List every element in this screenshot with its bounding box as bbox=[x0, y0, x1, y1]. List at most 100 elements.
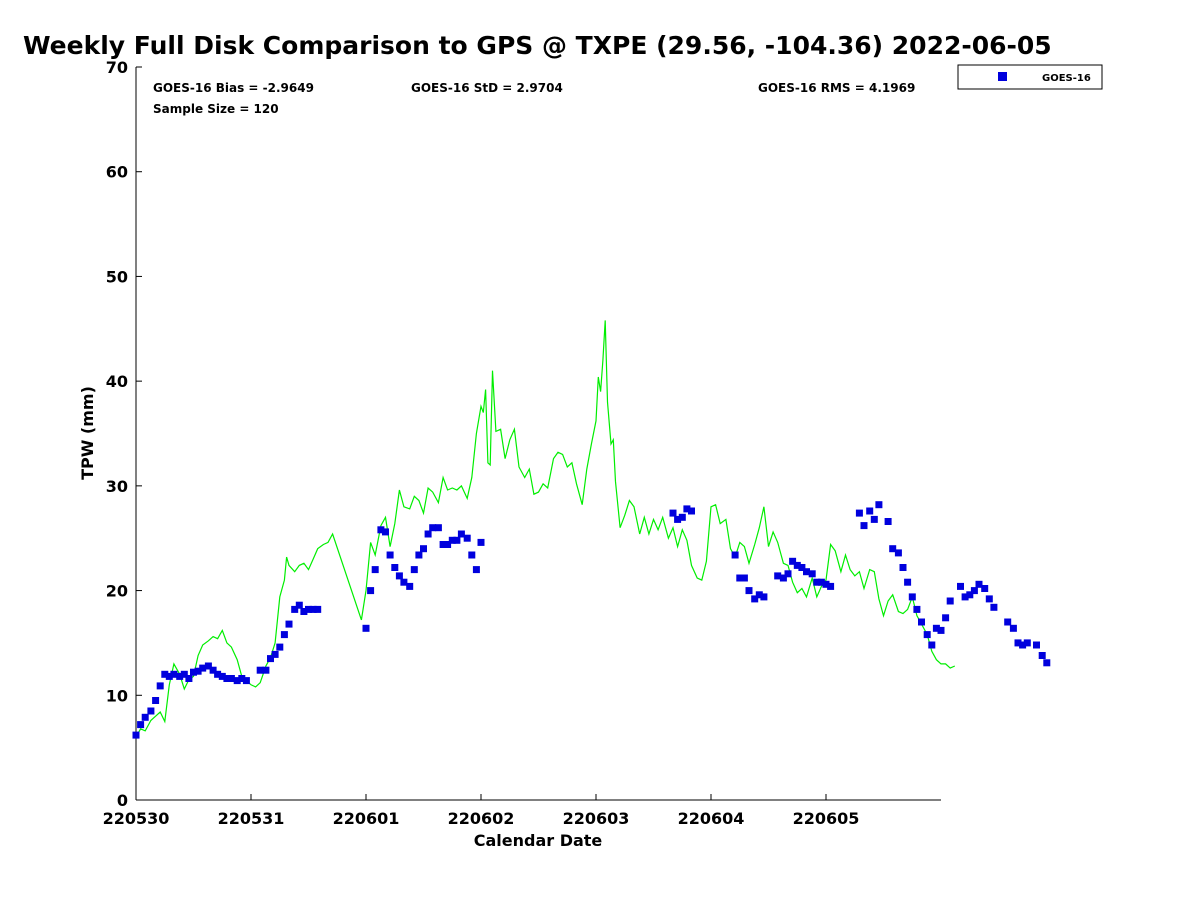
goes16-point bbox=[285, 620, 293, 628]
legend-marker-goes16 bbox=[998, 72, 1007, 81]
goes16-point bbox=[803, 568, 810, 576]
goes16-point bbox=[165, 672, 173, 680]
goes16-point bbox=[1038, 652, 1046, 659]
goes16-point bbox=[923, 631, 931, 639]
goes16-point bbox=[981, 585, 989, 592]
goes16-point bbox=[866, 507, 874, 515]
goes16-point bbox=[439, 541, 447, 548]
y-tick-label: 20 bbox=[106, 582, 128, 601]
sample-size-stat: Sample Size = 120 bbox=[153, 102, 279, 116]
goes16-point bbox=[170, 670, 178, 678]
chart-title: Weekly Full Disk Comparison to GPS @ TXP… bbox=[23, 31, 1052, 60]
goes16-point bbox=[678, 513, 686, 521]
goes16-point bbox=[185, 675, 193, 682]
goes16-point bbox=[789, 557, 797, 565]
legend-label-goes16: GOES-16 bbox=[1042, 73, 1091, 84]
goes16-point bbox=[798, 564, 806, 571]
y-tick-label: 40 bbox=[106, 372, 128, 391]
goes16-point bbox=[688, 507, 695, 515]
goes16-point bbox=[822, 580, 830, 588]
goes16-point bbox=[745, 587, 753, 595]
x-tick-label: 220602 bbox=[448, 809, 515, 828]
x-tick-label: 220605 bbox=[793, 809, 860, 828]
y-axis-label: TPW (mm) bbox=[78, 386, 97, 480]
y-tick-label: 70 bbox=[106, 58, 128, 77]
goes16-point bbox=[755, 591, 763, 599]
goes16-point bbox=[736, 574, 744, 582]
y-tick-label: 50 bbox=[106, 267, 128, 286]
goes16-point bbox=[937, 626, 945, 634]
goes16-point bbox=[391, 564, 399, 571]
legend: GOES-16 bbox=[957, 64, 1103, 90]
goes16-point bbox=[913, 605, 921, 613]
goes16-point bbox=[209, 666, 217, 674]
goes16-point bbox=[1019, 641, 1027, 649]
goes16-point bbox=[291, 605, 299, 613]
goes16-point bbox=[472, 566, 480, 574]
goes16-point bbox=[1014, 639, 1022, 647]
goes16-point bbox=[227, 675, 235, 682]
goes16-point bbox=[731, 551, 739, 559]
goes16-point bbox=[448, 536, 456, 544]
goes16-point bbox=[884, 518, 892, 525]
goes16-point bbox=[970, 587, 978, 595]
goes16-point bbox=[420, 545, 427, 553]
goes16-point bbox=[367, 587, 375, 595]
goes16-point bbox=[424, 530, 432, 538]
goes16-point bbox=[262, 666, 270, 674]
goes16-point bbox=[377, 526, 385, 534]
goes16-point bbox=[894, 549, 902, 557]
goes16-point bbox=[966, 591, 974, 599]
goes16-point bbox=[147, 707, 155, 715]
goes16-point bbox=[860, 522, 868, 530]
goes16-point bbox=[309, 605, 317, 613]
x-tick-label: 220530 bbox=[103, 809, 170, 828]
bias-stat: GOES-16 Bias = -2.9649 bbox=[153, 81, 314, 95]
goes16-point bbox=[295, 601, 303, 609]
y-tick-label: 10 bbox=[106, 686, 128, 705]
goes16-point bbox=[152, 697, 160, 704]
goes16-point bbox=[371, 566, 379, 574]
y-tick-label: 30 bbox=[106, 477, 128, 496]
x-tick-label: 220531 bbox=[218, 809, 285, 828]
goes16-point bbox=[961, 593, 969, 601]
goes16-series bbox=[132, 501, 1051, 739]
goes16-point bbox=[674, 515, 682, 523]
goes16-point bbox=[740, 574, 748, 582]
goes16-point bbox=[774, 572, 782, 580]
goes16-point bbox=[256, 666, 264, 674]
goes16-point bbox=[156, 682, 164, 690]
goes16-point bbox=[904, 578, 912, 586]
goes16-point bbox=[468, 551, 476, 559]
x-axis-label: Calendar Date bbox=[474, 831, 603, 850]
goes16-point bbox=[199, 664, 207, 672]
goes16-point bbox=[400, 578, 408, 586]
goes16-point bbox=[415, 551, 423, 559]
goes16-point bbox=[477, 538, 485, 546]
goes16-point bbox=[1043, 659, 1051, 667]
goes16-point bbox=[314, 605, 322, 613]
std-stat: GOES-16 StD = 2.9704 bbox=[411, 81, 563, 95]
goes16-point bbox=[180, 670, 188, 678]
goes16-point bbox=[813, 578, 821, 586]
goes16-point bbox=[242, 677, 250, 685]
goes16-point bbox=[793, 561, 801, 569]
x-tick-label: 220604 bbox=[678, 809, 745, 828]
goes16-point bbox=[386, 551, 394, 559]
goes16-point bbox=[855, 509, 863, 517]
goes16-point bbox=[942, 614, 950, 622]
goes16-point bbox=[434, 524, 442, 532]
goes16-point bbox=[946, 597, 954, 605]
goes16-point bbox=[267, 655, 274, 663]
y-tick-label: 0 bbox=[117, 791, 128, 810]
gps-series bbox=[135, 320, 956, 738]
goes16-point bbox=[218, 672, 226, 680]
goes16-point bbox=[908, 593, 916, 601]
goes16-point bbox=[223, 675, 231, 682]
goes16-point bbox=[238, 675, 246, 682]
goes16-point bbox=[214, 670, 222, 678]
x-axis-ticks: 220530 220531 220601 220602 220603 220604 2206… bbox=[103, 794, 860, 828]
goes16-point bbox=[406, 582, 414, 590]
goes16-point bbox=[141, 713, 149, 721]
